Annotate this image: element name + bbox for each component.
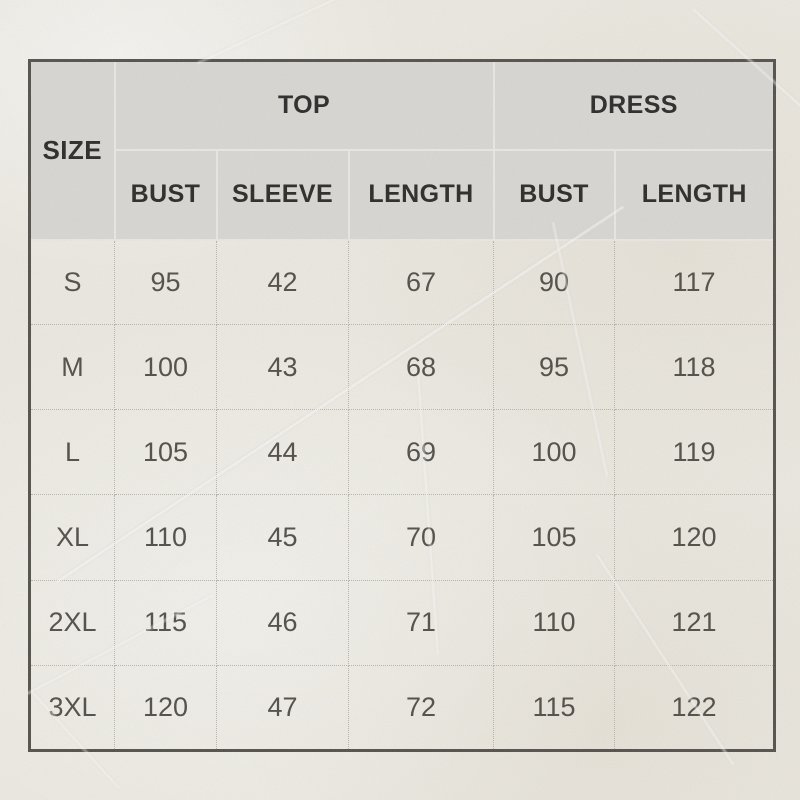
value-cell: 110 — [114, 494, 217, 581]
value-cell: 71 — [347, 579, 495, 666]
value-cell: 95 — [493, 324, 616, 411]
header-row-groups: SIZE TOP DRESS — [28, 59, 776, 241]
value-cell: 70 — [347, 494, 495, 581]
value-cell: 68 — [347, 324, 495, 411]
table-row: L 105 44 69 100 119 — [29, 409, 776, 496]
column-header-top-sleeve: SLEEVE — [215, 148, 350, 241]
column-header-dress-bust: BUST — [492, 148, 616, 241]
header-row-columns: BUST SLEEVE LENGTH BUST LENGTH — [30, 148, 776, 241]
size-cell: M — [29, 324, 115, 411]
size-cell: XL — [29, 494, 115, 581]
column-header-top-bust: BUST — [113, 148, 218, 241]
table-row: S 95 42 67 90 117 — [29, 238, 776, 326]
size-header-cell: SIZE — [28, 59, 116, 241]
value-cell: 95 — [114, 238, 217, 326]
value-cell: 100 — [493, 409, 616, 496]
value-cell: 122 — [614, 664, 776, 752]
value-cell: 120 — [614, 494, 776, 581]
size-cell: L — [29, 409, 115, 496]
value-cell: 72 — [347, 664, 495, 752]
size-cell: S — [29, 238, 115, 326]
table-row: 2XL 115 46 71 110 121 — [29, 579, 776, 666]
value-cell: 110 — [493, 579, 616, 666]
value-cell: 47 — [216, 664, 349, 752]
value-cell: 43 — [216, 324, 349, 411]
value-cell: 121 — [614, 579, 776, 666]
value-cell: 69 — [347, 409, 495, 496]
value-cell: 119 — [614, 409, 776, 496]
value-cell: 115 — [493, 664, 616, 752]
column-header-top-length: LENGTH — [347, 148, 495, 241]
table-row: 3XL 120 47 72 115 122 — [29, 664, 776, 752]
value-cell: 45 — [216, 494, 349, 581]
value-cell: 120 — [114, 664, 217, 752]
dress-group-header: DRESS — [492, 59, 776, 151]
table-row: XL 110 45 70 105 120 — [29, 494, 776, 581]
table-row: M 100 43 68 95 118 — [29, 324, 776, 411]
value-cell: 118 — [614, 324, 776, 411]
value-cell: 46 — [216, 579, 349, 666]
size-cell: 2XL — [29, 579, 115, 666]
size-cell: 3XL — [29, 664, 115, 752]
top-group-header: TOP — [113, 59, 495, 151]
value-cell: 100 — [114, 324, 217, 411]
value-cell: 117 — [614, 238, 776, 326]
size-chart-table: SIZE TOP DRESS BUST SLEEVE LENGTH BUST L… — [28, 59, 777, 752]
column-header-dress-length: LENGTH — [613, 148, 776, 241]
value-cell: 105 — [114, 409, 217, 496]
value-cell: 90 — [493, 238, 616, 326]
value-cell: 105 — [493, 494, 616, 581]
value-cell: 44 — [216, 409, 349, 496]
value-cell: 42 — [216, 238, 349, 326]
value-cell: 67 — [347, 238, 495, 326]
value-cell: 115 — [114, 579, 217, 666]
